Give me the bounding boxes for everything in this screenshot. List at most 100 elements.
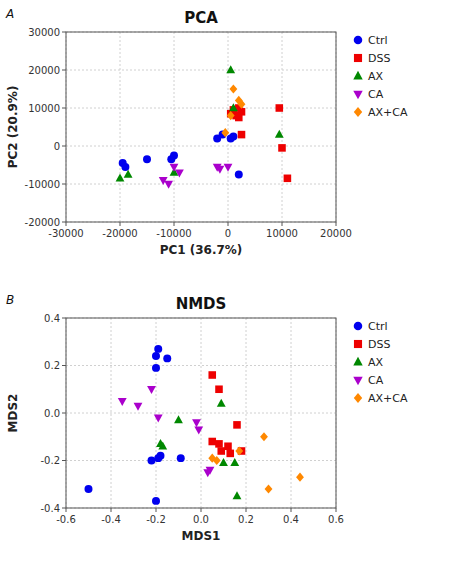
x-tick-label: -0.2: [146, 514, 166, 525]
legend-label: CA: [368, 88, 384, 101]
point: [174, 415, 183, 423]
x-tick: [66, 222, 67, 226]
legend-swatch: [353, 91, 362, 100]
legend-label: DSS: [368, 338, 390, 351]
x-tick-label: 20000: [320, 228, 352, 239]
y-tick-label: 0: [54, 141, 60, 152]
panel-label: B: [6, 293, 14, 307]
point: [224, 164, 233, 172]
point: [194, 426, 203, 434]
series: [156, 399, 241, 500]
point: [177, 454, 185, 462]
y-tick-label: -0.2: [40, 455, 60, 466]
point: [275, 130, 284, 138]
y-tick: [62, 365, 66, 366]
point: [148, 457, 156, 465]
marks: [116, 65, 292, 189]
y-tick-label: 10000: [28, 103, 60, 114]
x-tick: [201, 508, 202, 512]
y-tick: [62, 70, 66, 71]
y-tick-label: -20000: [25, 217, 60, 228]
point: [208, 371, 216, 379]
legend-label: Ctrl: [368, 34, 388, 47]
x-tick-label: -0.6: [56, 514, 76, 525]
point: [208, 438, 216, 446]
point: [206, 467, 215, 475]
point: [284, 175, 292, 183]
point: [85, 485, 93, 493]
y-tick-label: 0.0: [44, 408, 60, 419]
plot-frame: [66, 32, 336, 222]
point: [226, 450, 234, 458]
point: [219, 458, 228, 466]
point: [118, 398, 127, 406]
grid-line: [201, 318, 202, 508]
x-tick: [336, 508, 337, 512]
point: [221, 128, 229, 137]
legend: Ctrl DSS AX CA AX+CA: [353, 34, 408, 119]
legend-swatch: [354, 54, 362, 62]
point: [233, 421, 241, 429]
background: [0, 0, 474, 578]
grid-line: [66, 146, 336, 147]
x-tick: [120, 222, 121, 226]
marks: [85, 345, 304, 505]
panel: -0.6-0.4-0.20.00.20.40.6-0.4-0.20.00.20.…: [6, 293, 408, 543]
grid-line: [120, 32, 121, 222]
point: [229, 133, 237, 141]
x-tick: [174, 222, 175, 226]
grid-line: [66, 460, 336, 461]
point: [265, 484, 273, 493]
x-tick: [111, 508, 112, 512]
legend-label: DSS: [368, 52, 390, 65]
point: [278, 144, 286, 152]
point: [215, 385, 223, 393]
point: [217, 399, 226, 407]
x-tick-label: 0.2: [238, 514, 254, 525]
legend-swatch: [354, 393, 362, 403]
legend-label: AX+CA: [368, 392, 408, 405]
point: [175, 169, 184, 177]
grid-line: [66, 70, 336, 71]
legend-label: AX+CA: [368, 106, 408, 119]
plot-frame: [66, 318, 336, 508]
x-tick-label: -10000: [156, 228, 191, 239]
legend-swatch: [353, 357, 362, 366]
legend: CtrlDSSAXCAAX+CA: [353, 320, 408, 405]
point: [134, 403, 143, 411]
grid-line: [66, 413, 336, 414]
point: [227, 111, 235, 120]
point: [121, 163, 129, 171]
x-tick: [156, 508, 157, 512]
point: [154, 345, 162, 353]
panel-label: A: [5, 7, 14, 21]
y-tick-label: -0.4: [40, 503, 60, 514]
legend-swatch: [354, 36, 363, 45]
y-tick: [62, 222, 66, 223]
point: [154, 415, 163, 423]
point: [116, 173, 125, 181]
legend-swatch: [354, 340, 362, 348]
x-tick: [66, 508, 67, 512]
legend-label: AX: [368, 70, 384, 83]
point: [158, 441, 167, 449]
x-tick-label: -0.4: [101, 514, 121, 525]
x-tick: [246, 508, 247, 512]
point: [152, 352, 160, 360]
x-tick: [228, 222, 229, 226]
point: [213, 456, 221, 465]
point: [170, 152, 178, 160]
y-tick-label: 0.2: [44, 360, 60, 371]
point: [260, 432, 268, 441]
point: [224, 442, 232, 450]
y-tick-label: 0.4: [44, 313, 60, 324]
series: [119, 131, 243, 179]
figure: -30000-20000-1000001000020000-20000-1000…: [0, 0, 474, 578]
legend-label: Ctrl: [368, 320, 388, 333]
y-tick-label: -10000: [25, 179, 60, 190]
x-tick-label: -20000: [102, 228, 137, 239]
point: [235, 446, 243, 455]
grid-line: [174, 32, 175, 222]
x-axis-label: MDS1: [182, 529, 221, 543]
point: [192, 419, 201, 427]
